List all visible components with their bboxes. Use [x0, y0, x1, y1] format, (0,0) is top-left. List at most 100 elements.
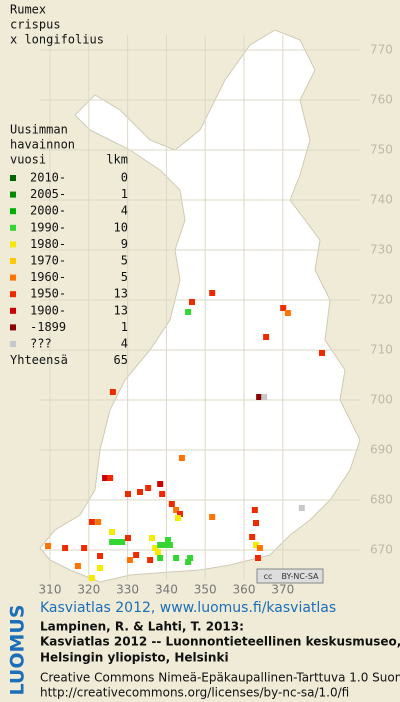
observation	[185, 309, 192, 315]
legend-heading: Uusimman	[10, 123, 68, 137]
observation	[114, 539, 121, 545]
license-badge: cc BY-NC-SA	[256, 568, 324, 584]
legend-count: 5	[121, 270, 128, 284]
title-line: Rumex	[10, 3, 46, 17]
x-tick-label: 350	[194, 583, 217, 597]
observation	[168, 501, 175, 507]
observation	[280, 305, 287, 311]
observation	[253, 542, 260, 548]
y-tick-label: 670	[370, 543, 393, 557]
observation	[157, 481, 164, 487]
legend-label: 1950-	[30, 287, 66, 301]
observation	[253, 520, 260, 526]
observation	[166, 542, 173, 548]
legend-label: 1960-	[30, 270, 66, 284]
legend-count: 0	[121, 171, 128, 185]
observation	[176, 511, 183, 517]
legend-count: 1	[121, 187, 128, 201]
x-tick-label: 330	[116, 583, 139, 597]
badge-text: BY-NC-SA	[281, 572, 319, 581]
legend-total: 65	[114, 353, 128, 367]
observation	[109, 529, 116, 535]
observation	[256, 394, 263, 400]
observation	[124, 535, 131, 541]
badge-cc: cc	[264, 572, 273, 581]
observation	[284, 310, 291, 316]
x-tick-label: 360	[233, 583, 256, 597]
observation	[249, 534, 256, 540]
observation	[298, 505, 305, 511]
citation: Helsingin yliopisto, Helsinki	[40, 651, 229, 665]
observation	[189, 299, 196, 305]
observation	[164, 537, 171, 543]
headline: Kasviatlas 2012, www.luomus.fi/kasviatla…	[40, 600, 336, 616]
title: Rumex crispus x longifolius	[10, 3, 104, 47]
observation	[102, 475, 109, 481]
legend-count: 4	[121, 337, 128, 351]
observation	[175, 515, 182, 521]
legend-swatch	[10, 324, 16, 331]
y-tick-label: 710	[370, 343, 393, 357]
observation	[109, 539, 116, 545]
observation	[178, 455, 185, 461]
legend-count: 13	[114, 287, 128, 301]
legend-label: 1970-	[30, 254, 66, 268]
observation	[209, 514, 216, 520]
y-tick-label: 750	[370, 143, 393, 157]
legend-swatch	[10, 258, 16, 264]
observation	[95, 519, 102, 525]
observation	[254, 555, 261, 561]
observation	[251, 507, 258, 513]
legend-count-heading: lkm	[106, 153, 128, 167]
legend-label: 2010-	[30, 171, 66, 185]
observations	[45, 290, 325, 581]
y-tick-label: 690	[370, 443, 393, 457]
observation	[159, 491, 166, 497]
legend-swatch	[10, 208, 16, 215]
observation	[88, 519, 95, 525]
legend-swatch	[10, 291, 16, 298]
legend-label: 1900-	[30, 303, 66, 317]
license: Creative Commons Nimeä-Epäkaupallinen-Ta…	[40, 671, 400, 685]
legend-label: ???	[30, 337, 52, 351]
observation	[145, 485, 152, 491]
observation	[45, 543, 52, 549]
citation: Lampinen, R. & Lahti, T. 2013:	[40, 620, 244, 634]
observation	[154, 549, 161, 555]
y-tick-label: 740	[370, 193, 393, 207]
title-line: x longifolius	[10, 33, 104, 47]
grid-overlay	[40, 35, 360, 580]
observation	[173, 555, 180, 561]
legend-swatch	[10, 274, 16, 281]
observation	[137, 489, 144, 495]
observation	[88, 575, 95, 581]
observation	[173, 507, 180, 513]
observation	[187, 555, 194, 561]
y-tick-label: 680	[370, 493, 393, 507]
finland-outline	[39, 29, 361, 583]
x-tick-label: 370	[271, 583, 294, 597]
legend-swatch	[10, 191, 16, 198]
observation	[74, 563, 81, 569]
x-tick-label: 320	[77, 583, 100, 597]
observation	[263, 334, 270, 340]
observation	[97, 565, 104, 571]
legend-swatch	[10, 175, 16, 181]
observation	[109, 389, 116, 395]
y-tick-label: 760	[370, 93, 393, 107]
observation	[97, 553, 104, 559]
observation	[149, 535, 156, 541]
legend-count: 5	[121, 254, 128, 268]
observation	[318, 350, 325, 356]
observation	[157, 542, 164, 548]
license: http://creativecommons.org/licenses/by-n…	[40, 686, 349, 700]
x-tick-label: 310	[39, 583, 62, 597]
observation	[256, 545, 263, 551]
brand: LUOMUS	[7, 604, 29, 695]
x-tick-label: 340	[155, 583, 178, 597]
y-tick-label: 730	[370, 243, 393, 257]
observation	[152, 545, 159, 551]
y-tick-label: 700	[370, 393, 393, 407]
observation	[209, 290, 216, 296]
